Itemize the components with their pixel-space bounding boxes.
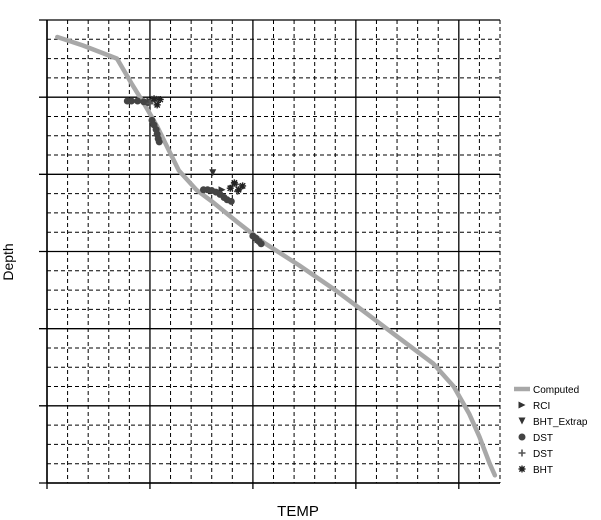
legend-marker-dst xyxy=(518,433,526,441)
data-point-dst xyxy=(146,99,154,107)
legend-marker-dst xyxy=(518,449,526,457)
legend-label-rci: RCI xyxy=(533,401,550,412)
legend-label-bht-extrap: BHT_Extrap xyxy=(533,417,588,428)
data-point-bht xyxy=(150,95,158,103)
legend: Computed RCI BHT_Extrap DST DST BHT xyxy=(509,375,599,479)
data-point-bht xyxy=(234,186,242,194)
legend-label-bht: BHT xyxy=(533,465,553,476)
y-axis-title: Depth xyxy=(0,243,16,280)
series-layer xyxy=(55,34,498,478)
legend-marker-bht xyxy=(518,465,526,473)
legend-box xyxy=(509,375,599,479)
data-point-dst xyxy=(155,138,163,146)
data-point-bht-extrap xyxy=(209,169,217,177)
series-line-computed xyxy=(55,34,498,478)
legend-marker-bht-extrap xyxy=(518,417,526,425)
data-point-bht xyxy=(153,101,161,109)
data-point-bht xyxy=(230,179,238,187)
data-point-bht xyxy=(156,95,164,103)
data-point-dst xyxy=(127,97,135,105)
legend-label-dst: DST xyxy=(533,449,553,460)
legend-marker-rci xyxy=(518,401,526,409)
data-point-bht xyxy=(239,182,247,190)
major-grid xyxy=(39,19,500,489)
axes xyxy=(46,20,500,484)
x-axis-title: TEMP xyxy=(277,503,319,520)
legend-label-dst: DST xyxy=(533,433,553,444)
legend-label-computed: Computed xyxy=(533,385,579,396)
data-point-dst xyxy=(134,97,142,105)
data-point-dst xyxy=(257,240,265,248)
data-point-bht xyxy=(226,184,234,192)
data-point-dst xyxy=(227,197,235,205)
